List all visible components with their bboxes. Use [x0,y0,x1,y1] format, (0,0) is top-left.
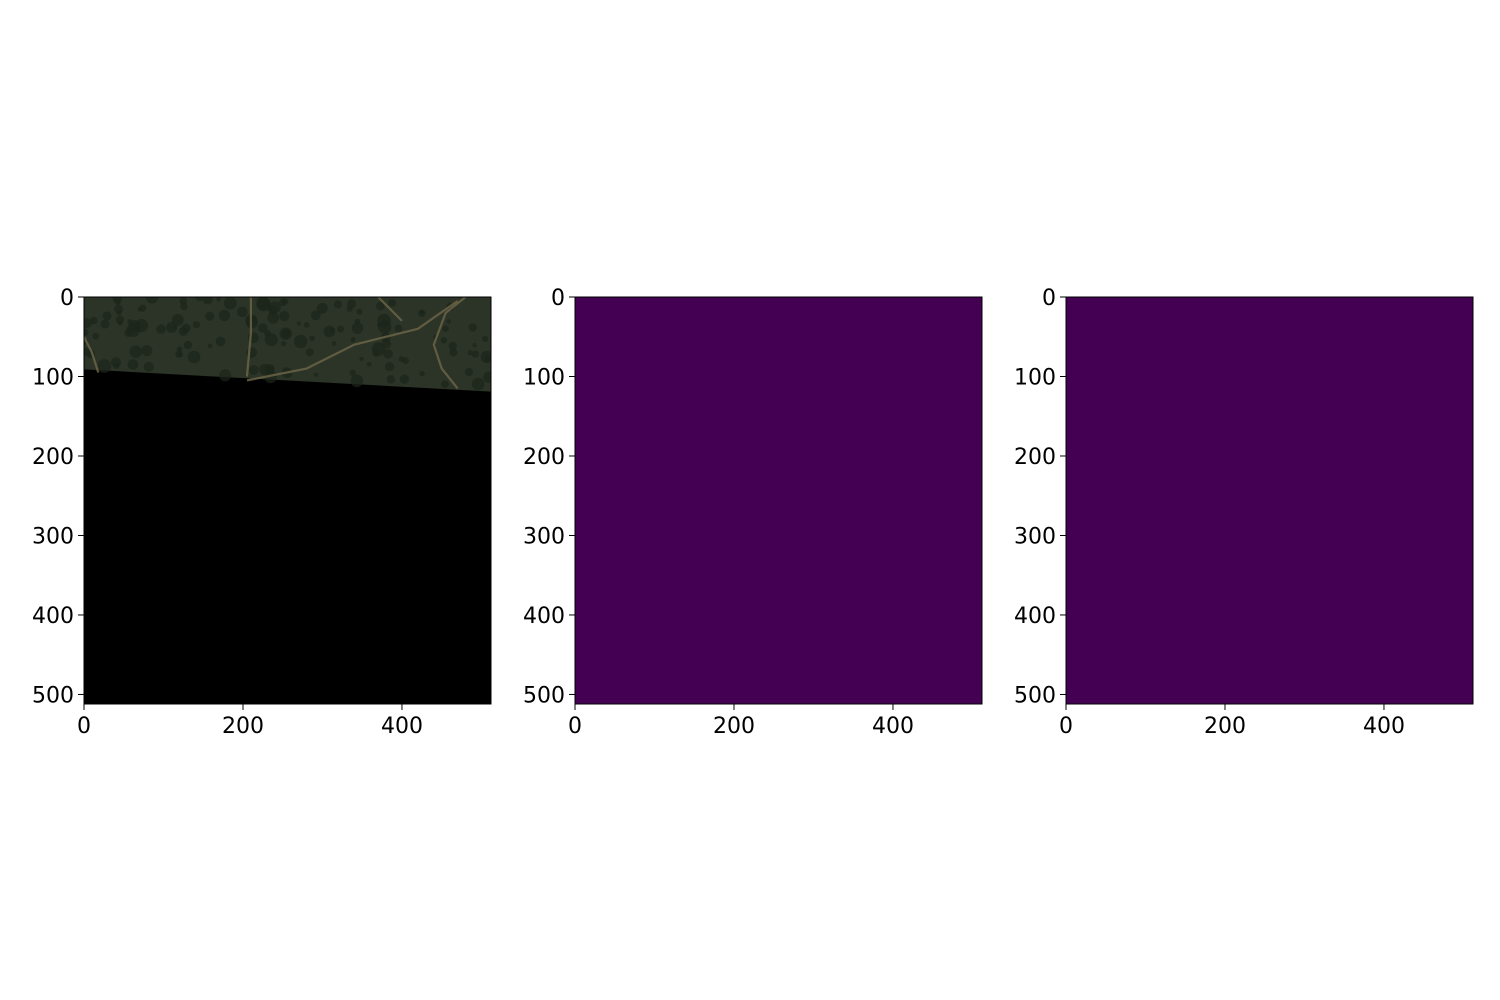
x-tick-label: 400 [381,714,423,739]
imagery-band [84,297,491,392]
dirt-paths [84,297,467,390]
y-tick-label: 300 [1014,524,1056,549]
axes-frame [1065,296,1474,705]
y-tick-label: 500 [1014,683,1056,708]
y-tick-label: 500 [32,683,74,708]
x-tick-label: 200 [713,714,755,739]
y-tick-label: 400 [523,604,565,629]
x-tick-label: 200 [1204,714,1246,739]
y-tick-label: 100 [1014,365,1056,390]
axes-frame [574,296,983,705]
y-tick-label: 400 [32,604,74,629]
y-tick-label: 0 [551,286,565,311]
x-tick-label: 0 [77,714,91,739]
x-tick-label: 0 [1059,714,1073,739]
y-tick-label: 400 [1014,604,1056,629]
x-tick-label: 0 [568,714,582,739]
y-tick-label: 0 [1042,286,1056,311]
y-tick-label: 100 [523,365,565,390]
axis-ticks: 0 200 400 0 100 200 300 400 500 [523,286,914,739]
panel-satellite-image: 0 200 400 0 100 200 300 400 500 [32,286,492,739]
x-tick-label: 200 [222,714,264,739]
mask-image [1066,297,1473,704]
y-tick-label: 300 [523,524,565,549]
y-tick-label: 100 [32,365,74,390]
y-tick-label: 200 [32,445,74,470]
panel-mask-1: 0 200 400 0 100 200 300 400 500 [523,286,983,739]
x-tick-label: 400 [1363,714,1405,739]
y-tick-label: 200 [1014,445,1056,470]
panel-mask-2: 0 200 400 0 100 200 300 400 500 [1014,286,1474,739]
mask-image [575,297,982,704]
y-tick-label: 300 [32,524,74,549]
y-tick-label: 0 [60,286,74,311]
y-tick-label: 200 [523,445,565,470]
axis-ticks: 0 200 400 0 100 200 300 400 500 [1014,286,1405,739]
axes-frame [83,296,492,705]
axis-ticks: 0 200 400 0 100 200 300 400 500 [32,286,423,739]
y-tick-label: 500 [523,683,565,708]
x-tick-label: 400 [872,714,914,739]
